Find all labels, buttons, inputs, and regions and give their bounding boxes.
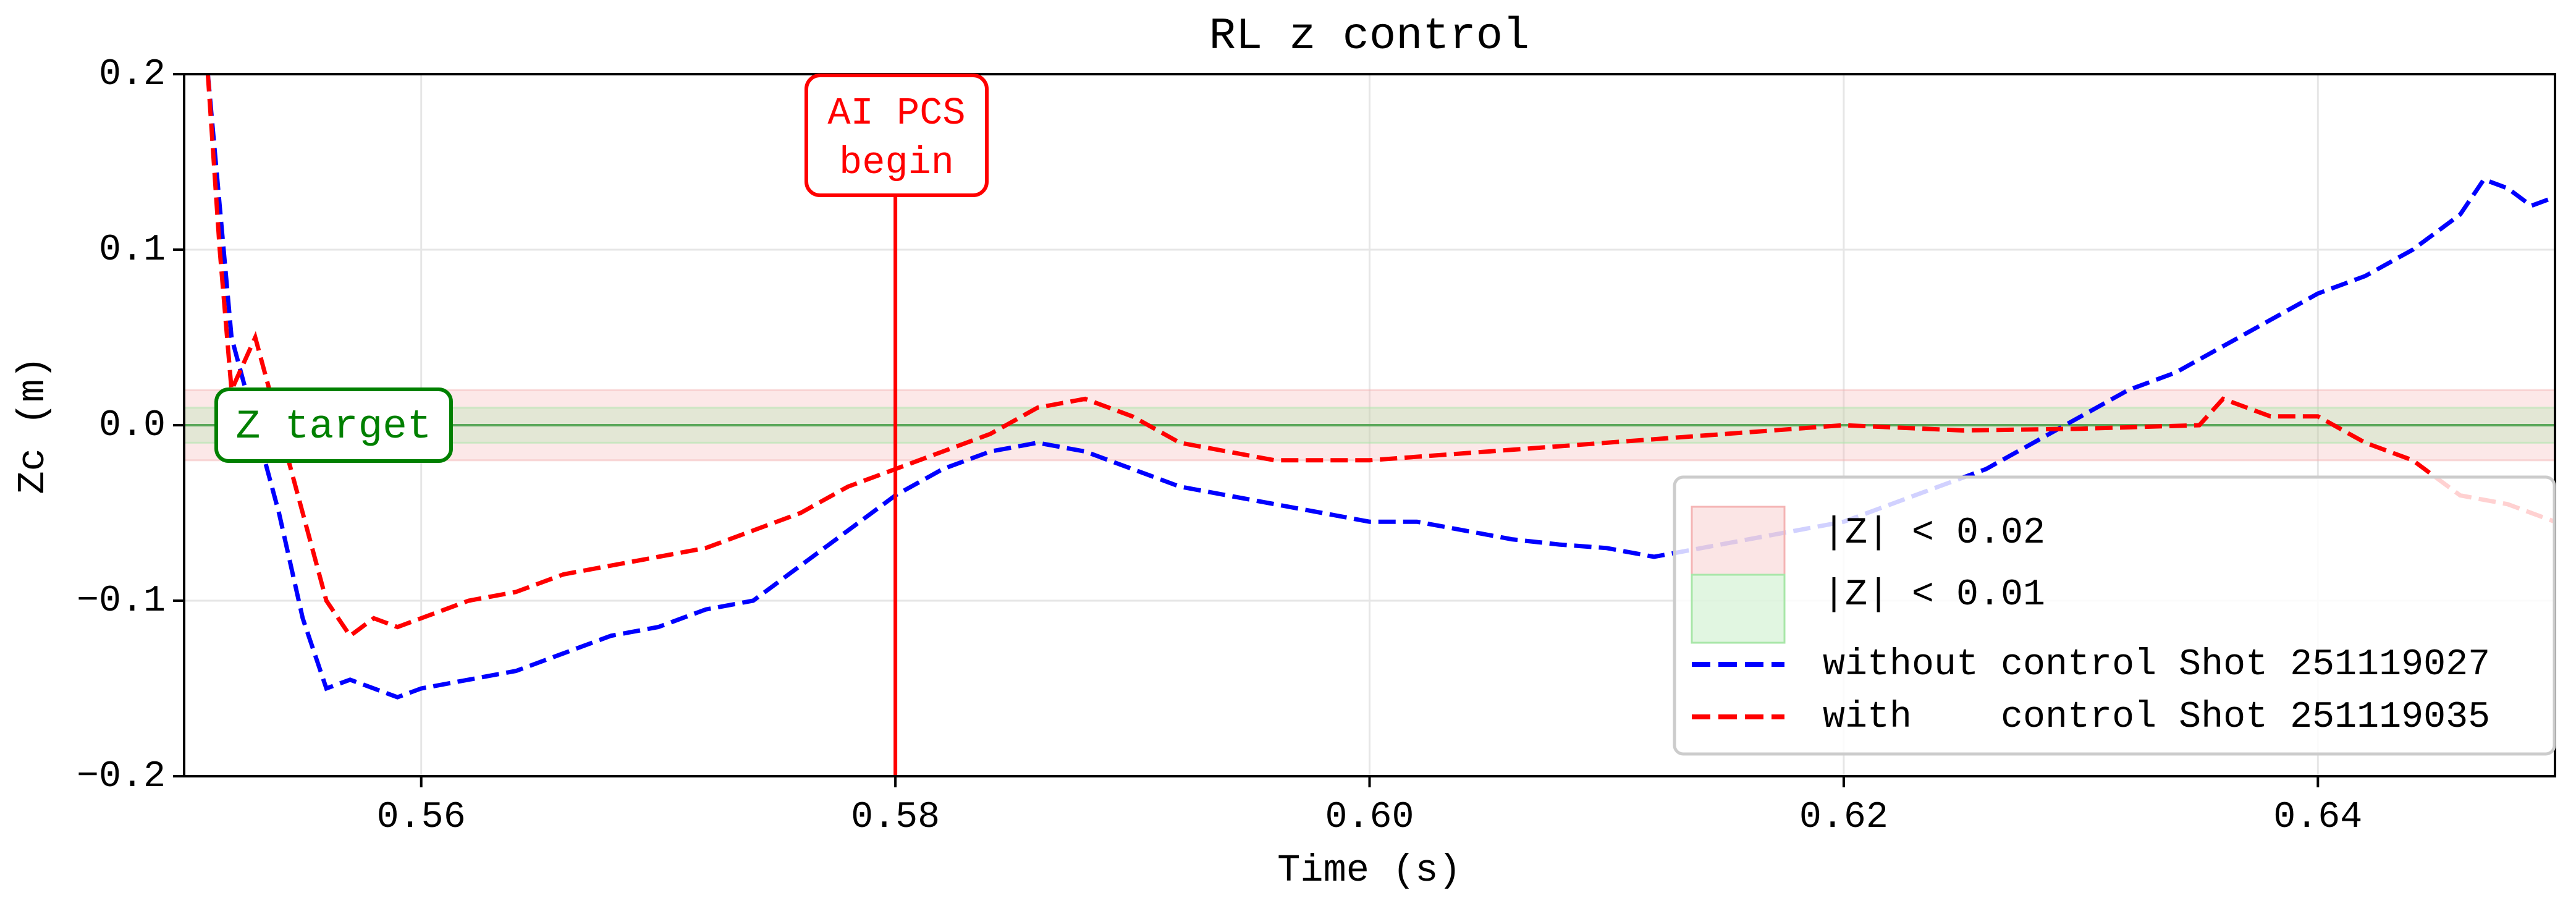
- series-with-control: [205, 74, 2555, 639]
- event-annotation: AI PCS begin: [804, 74, 989, 197]
- y-tick-label: −0.2: [77, 756, 166, 798]
- y-ticks: −0.2 −0.1 0.0 0.1 0.2: [77, 54, 184, 798]
- y-axis-label: Zc (m): [11, 356, 55, 494]
- chart-title: RL z control: [1209, 11, 1529, 62]
- legend-label-band-002: |Z| < 0.02: [1823, 512, 2045, 554]
- legend-label-without-control: without control Shot 251119027: [1823, 644, 2490, 686]
- x-ticks: 0.56 0.58 0.60 0.62 0.64: [377, 776, 2362, 839]
- event-label-line1: AI PCS: [827, 91, 965, 135]
- x-tick-label: 0.56: [377, 797, 466, 839]
- legend-swatch-band-002: [1691, 506, 1786, 576]
- y-tick-label: −0.1: [77, 580, 166, 622]
- target-annotation: Z target: [214, 387, 453, 463]
- legend-label-band-001: |Z| < 0.01: [1823, 574, 2045, 616]
- y-tick-label: 0.0: [99, 405, 166, 447]
- target-label: Z target: [236, 404, 432, 450]
- series-without-control: [205, 74, 2555, 700]
- x-tick-label: 0.58: [851, 797, 940, 839]
- y-tick-label: 0.1: [99, 229, 166, 271]
- x-tick-label: 0.64: [2273, 797, 2362, 839]
- legend-swatch-band-001: [1691, 574, 1786, 644]
- legend: |Z| < 0.02 |Z| < 0.01 without control Sh…: [1673, 475, 2556, 756]
- x-axis-label: Time (s): [1277, 849, 1461, 892]
- legend-label-with-control: with control Shot 251119035: [1823, 696, 2490, 739]
- series-lines: [205, 74, 2555, 700]
- event-label-line2: begin: [839, 141, 954, 185]
- x-tick-label: 0.62: [1799, 797, 1888, 839]
- y-tick-label: 0.2: [99, 54, 166, 96]
- x-tick-label: 0.60: [1325, 797, 1414, 839]
